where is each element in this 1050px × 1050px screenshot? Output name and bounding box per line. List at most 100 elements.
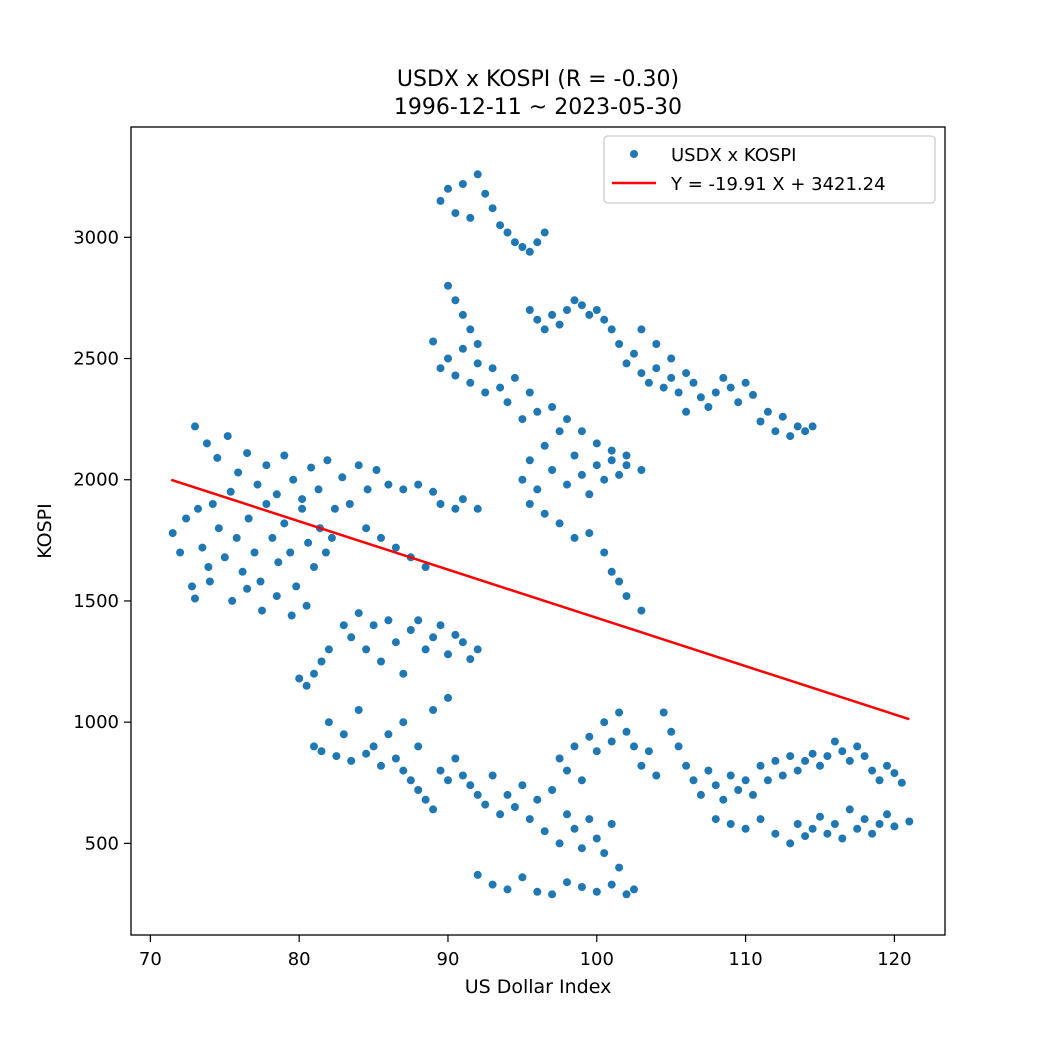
scatter-point xyxy=(332,752,341,761)
scatter-point xyxy=(473,790,482,799)
scatter-point xyxy=(644,378,653,387)
scatter-point xyxy=(213,453,222,462)
scatter-point xyxy=(592,439,601,448)
scatter-point xyxy=(481,388,490,397)
scatter-point xyxy=(667,354,676,363)
scatter-point xyxy=(286,548,295,557)
scatter-point xyxy=(518,873,527,882)
scatter-point xyxy=(548,466,557,474)
scatter-point xyxy=(533,485,542,494)
scatter-point xyxy=(540,325,549,334)
scatter-point xyxy=(243,449,252,458)
scatter-point xyxy=(533,887,542,896)
scatter-point xyxy=(540,441,549,450)
x-tick-label: 110 xyxy=(728,949,762,970)
scatter-point xyxy=(630,885,638,894)
scatter-point xyxy=(451,371,460,380)
scatter-point xyxy=(458,495,467,504)
scatter-point xyxy=(525,247,534,256)
y-tick-label: 2500 xyxy=(73,349,119,370)
scatter-point xyxy=(563,878,571,887)
scatter-point xyxy=(875,776,884,785)
scatter-point xyxy=(429,706,438,714)
scatter-point xyxy=(280,451,289,460)
scatter-point xyxy=(711,815,720,824)
scatter-point xyxy=(503,790,512,799)
scatter-point xyxy=(577,844,586,853)
scatter-point xyxy=(674,388,683,397)
scatter-point xyxy=(503,398,512,407)
scatter-point xyxy=(268,533,277,542)
scatter-point xyxy=(786,752,795,761)
scatter-point xyxy=(451,754,460,763)
scatter-point xyxy=(622,359,631,368)
scatter-point xyxy=(622,727,631,736)
scatter-point xyxy=(327,533,336,542)
scatter-point xyxy=(444,184,452,193)
scatter-point xyxy=(503,228,512,237)
scatter-point xyxy=(585,732,594,741)
scatter-point xyxy=(592,461,601,470)
scatter-point xyxy=(384,480,393,489)
scatter-point xyxy=(652,771,661,780)
scatter-point xyxy=(317,747,326,756)
scatter-point xyxy=(444,693,452,702)
scatter-point xyxy=(577,776,586,785)
scatter-point xyxy=(223,432,232,441)
scatter-point xyxy=(176,548,185,557)
scatter-point xyxy=(577,427,586,436)
scatter-point xyxy=(198,543,207,552)
scatter-point xyxy=(682,407,691,416)
scatter-point xyxy=(786,432,795,441)
scatter-point xyxy=(726,820,735,828)
scatter-point xyxy=(307,463,316,472)
scatter-point xyxy=(510,803,519,811)
scatter-point xyxy=(808,422,817,431)
scatter-point xyxy=(771,756,780,765)
scatter-point xyxy=(525,388,534,397)
x-tick-label: 70 xyxy=(139,949,162,970)
scatter-point xyxy=(466,213,475,222)
scatter-point xyxy=(518,415,527,424)
scatter-point xyxy=(274,558,283,567)
x-tick-label: 100 xyxy=(580,949,614,970)
scatter-point xyxy=(622,451,631,460)
scatter-point xyxy=(354,461,363,470)
scatter-point xyxy=(823,829,832,838)
scatter-point xyxy=(429,337,438,346)
scatter-point xyxy=(615,470,624,479)
scatter-point xyxy=(481,800,490,809)
scatter-point xyxy=(518,243,527,251)
scatter-point xyxy=(436,621,445,630)
scatter-point xyxy=(682,369,691,378)
scatter-point xyxy=(399,766,408,775)
legend-scatter-label: USDX x KOSPI xyxy=(671,145,796,166)
scatter-point xyxy=(496,383,505,392)
scatter-point xyxy=(704,766,713,775)
scatter-point xyxy=(637,466,646,474)
y-tick-label: 1000 xyxy=(73,712,119,733)
scatter-point xyxy=(823,752,832,761)
scatter-point xyxy=(182,514,191,523)
scatter-point xyxy=(793,422,802,431)
scatter-point xyxy=(644,747,653,756)
scatter-point xyxy=(503,885,512,894)
scatter-point xyxy=(607,446,616,455)
scatter-point xyxy=(570,533,579,542)
scatter-point xyxy=(726,771,735,780)
scatter-point xyxy=(429,487,438,496)
scatter-point xyxy=(202,439,211,448)
scatter-point xyxy=(473,359,482,368)
scatter-point xyxy=(548,890,557,899)
y-tick-label: 1500 xyxy=(73,591,119,612)
scatter-point xyxy=(763,776,772,785)
scatter-point xyxy=(652,340,661,348)
scatter-point xyxy=(711,781,720,790)
scatter-point xyxy=(451,630,460,639)
scatter-point xyxy=(555,754,564,763)
scatter-point xyxy=(592,887,601,896)
scatter-point xyxy=(868,766,877,775)
scatter-point xyxy=(496,221,505,230)
scatter-point xyxy=(719,373,728,382)
scatter-point xyxy=(458,310,467,319)
